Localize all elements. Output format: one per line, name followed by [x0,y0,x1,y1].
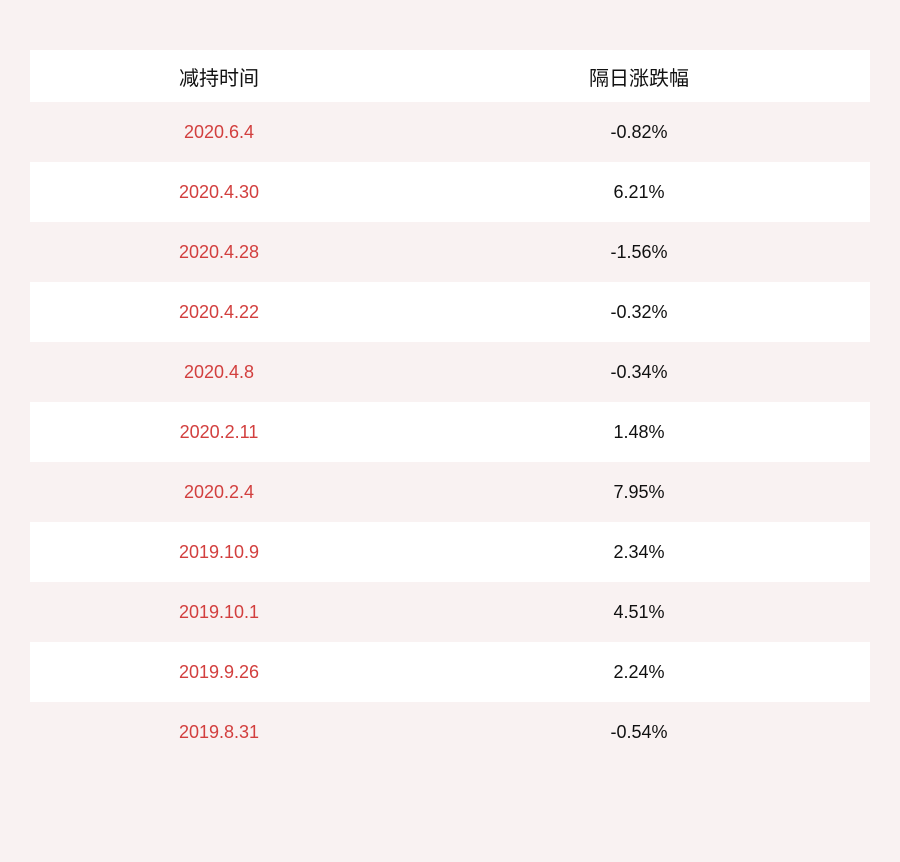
table-row: 2020.2.11 1.48% [30,402,870,462]
reduction-date-cell: 2019.8.31 [178,721,260,742]
next-day-change-cell: -1.56% [610,241,668,262]
reduction-date-cell: 2020.4.30 [178,181,260,202]
reduction-date-cell: 2020.6.4 [183,121,255,142]
table-row: 2020.4.28 -1.56% [30,222,870,282]
table-row: 2019.8.31 -0.54% [30,702,870,762]
next-day-change-cell: -0.82% [610,121,668,142]
reduction-date-cell: 2020.2.11 [179,421,259,442]
next-day-change-cell: -0.32% [610,301,668,322]
next-day-change-cell: 6.21% [613,181,665,202]
column-header-reduction-time: 减持时间 [179,67,259,90]
table-row: 2020.4.8 -0.34% [30,342,870,402]
next-day-change-cell: 7.95% [613,481,665,502]
column-header-next-day-change: 隔日涨跌幅 [589,67,689,90]
table-row: 2019.9.26 2.24% [30,642,870,702]
table-row: 2020.4.30 6.21% [30,162,870,222]
next-day-change-cell: 4.51% [613,601,665,622]
reduction-date-cell: 2019.10.9 [178,541,260,562]
table-row: 2019.10.1 4.51% [30,582,870,642]
table-row: 2019.10.9 2.34% [30,522,870,582]
reduction-date-cell: 2020.4.22 [178,301,260,322]
next-day-change-cell: 2.24% [613,661,665,682]
reduction-date-cell: 2020.4.28 [178,241,260,262]
table-body: 2020.6.4 -0.82% 2020.4.30 6.21% 2020.4.2… [30,102,870,762]
next-day-change-cell: 1.48% [613,421,665,442]
table-row: 2020.6.4 -0.82% [30,102,870,162]
next-day-change-cell: -0.34% [610,361,668,382]
reduction-table: 减持时间 隔日涨跌幅 2020.6.4 -0.82% 2020.4.30 6.2… [30,50,870,762]
reduction-date-cell: 2019.9.26 [178,661,260,682]
reduction-date-cell: 2020.4.8 [183,361,255,382]
next-day-change-cell: -0.54% [610,721,668,742]
next-day-change-cell: 2.34% [613,541,665,562]
table-row: 2020.4.22 -0.32% [30,282,870,342]
reduction-date-cell: 2020.2.4 [183,481,255,502]
table-row: 2020.2.4 7.95% [30,462,870,522]
table-header-row: 减持时间 隔日涨跌幅 [30,50,870,102]
reduction-date-cell: 2019.10.1 [178,601,260,622]
